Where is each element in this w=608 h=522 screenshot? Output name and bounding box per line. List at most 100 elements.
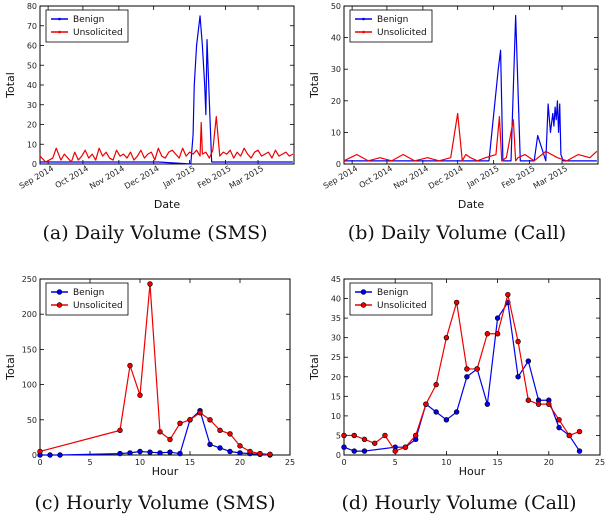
data-point-unsolicited (402, 444, 409, 450)
data-point-benign (361, 448, 368, 454)
x-tick-label: 10 (441, 458, 451, 467)
data-point-unsolicited (443, 334, 450, 341)
data-point-unsolicited (177, 420, 183, 427)
y-tick-label: 30 (331, 65, 341, 74)
y-tick-label: 30 (331, 334, 341, 343)
data-point-benign (433, 409, 439, 415)
data-point-unsolicited (372, 440, 378, 446)
series-line-unsolicited (343, 112, 598, 162)
data-point-unsolicited (257, 450, 263, 457)
legend-box (45, 282, 129, 316)
legend-box (349, 9, 433, 43)
data-point-benign (494, 315, 501, 321)
data-point-unsolicited (382, 432, 388, 439)
legend-label-unsolicited: Unsolicited (73, 301, 123, 311)
legend-label-unsolicited: Unsolicited (377, 28, 427, 38)
x-tick-label: 25 (285, 458, 295, 467)
data-point-benign (464, 374, 470, 380)
x-tick-label: 20 (235, 458, 245, 467)
y-tick-label: 25 (331, 353, 341, 362)
caption-daily-sms: (a) Daily Volume (SMS) (42, 222, 268, 244)
x-tick-label: Feb 2015 (196, 164, 233, 190)
data-point-unsolicited (556, 417, 562, 423)
legend-marker-unsolicited (362, 30, 365, 34)
data-point-benign (576, 448, 583, 454)
data-point-unsolicited (341, 432, 347, 439)
data-point-unsolicited (167, 436, 173, 443)
series-line-benign (343, 301, 581, 452)
data-point-benign (167, 449, 173, 455)
chart-panel-hourly-call: 0 5 10 15 20 25 30 35 40 45 0 5 10 15 20 25 Hour Total Ben… (304, 265, 608, 480)
x-tick-label: 0 (37, 458, 42, 467)
data-point-unsolicited (157, 429, 163, 435)
data-point-unsolicited (392, 448, 398, 454)
chart-hourly-sms: 0 50 100 150 200 250 0 5 10 15 20 25 Hour Total Benign… (4, 275, 295, 478)
y-tick-label: 45 (331, 275, 341, 284)
data-point-benign (443, 417, 450, 423)
legend-marker-unsolicited (360, 302, 367, 308)
legend-marker-benign (362, 17, 365, 21)
x-tick-label: 10 (135, 458, 145, 467)
data-point-benign (351, 448, 357, 454)
data-point-unsolicited (423, 401, 429, 407)
data-point-unsolicited (433, 381, 439, 388)
y-axis-title: Total (4, 72, 17, 99)
y-axis-title: Total (308, 354, 321, 381)
data-point-unsolicited (464, 366, 470, 372)
data-point-benign (237, 450, 243, 456)
chart-panel-daily-call: 0 10 20 30 40 50 Sep 2014 Oct 2014 Nov 2014 Dec 2… (304, 0, 608, 215)
legend-label-unsolicited: Unsolicited (73, 28, 123, 38)
x-axis-title: Date (154, 198, 181, 211)
legend-label-benign: Benign (73, 15, 104, 25)
legend-marker-benign (56, 289, 63, 295)
data-point-benign (453, 409, 460, 415)
y-axis-title: Total (4, 354, 17, 381)
data-point-unsolicited (515, 338, 521, 345)
y-axis-title: Total (308, 72, 321, 99)
data-point-unsolicited (525, 397, 532, 403)
x-tick-label: 0 (341, 458, 346, 467)
y-tick-label: 100 (22, 381, 37, 390)
y-tick-label: 15 (331, 392, 341, 401)
x-tick-label: Nov 2014 (392, 164, 430, 191)
y-tick-label: 50 (27, 416, 37, 425)
x-tick-label: Nov 2014 (88, 164, 126, 191)
data-point-benign (137, 448, 143, 455)
data-point-unsolicited (494, 331, 501, 337)
plot-frame (39, 278, 291, 456)
y-tick-label: 200 (22, 310, 37, 319)
plot-frame (343, 5, 599, 165)
data-point-benign (157, 450, 163, 456)
legend-label-benign: Benign (73, 288, 104, 298)
x-tick-label: Mar 2015 (228, 164, 265, 191)
x-axis-title: Hour (152, 465, 179, 478)
x-tick-label: 15 (185, 458, 195, 467)
data-point-benign (227, 448, 233, 455)
series-line-benign (40, 410, 271, 456)
legend-marker-benign (360, 289, 367, 295)
x-tick-label: Dec 2014 (427, 164, 465, 191)
data-point-unsolicited (361, 436, 368, 443)
data-point-benign (177, 450, 183, 457)
data-point-unsolicited (117, 427, 123, 434)
y-tick-label: 250 (22, 275, 37, 284)
data-point-unsolicited (484, 331, 491, 337)
caption-daily-call: (b) Daily Volume (Call) (347, 222, 567, 244)
y-tick-label: 20 (331, 373, 341, 382)
chart-hourly-call: 0 5 10 15 20 25 30 35 40 45 0 5 10 15 20 25 Hour Total Ben… (308, 275, 605, 478)
series-line-benign (40, 15, 293, 165)
y-tick-label: 20 (27, 121, 37, 130)
data-point-unsolicited (227, 431, 233, 437)
data-point-unsolicited (412, 432, 419, 439)
legend-box (349, 282, 433, 316)
data-point-unsolicited (267, 451, 273, 457)
data-point-unsolicited (187, 417, 193, 423)
data-point-unsolicited (351, 432, 357, 439)
y-tick-label: 0 (336, 160, 341, 169)
data-point-unsolicited (207, 417, 213, 423)
y-tick-label: 150 (22, 345, 37, 354)
data-point-unsolicited (474, 366, 480, 372)
y-tick-label: 0 (32, 160, 37, 169)
chart-panel-daily-sms: 0 10 20 30 40 50 60 70 80 Sep 2014 Oct 2014 Nov 201… (0, 0, 304, 215)
